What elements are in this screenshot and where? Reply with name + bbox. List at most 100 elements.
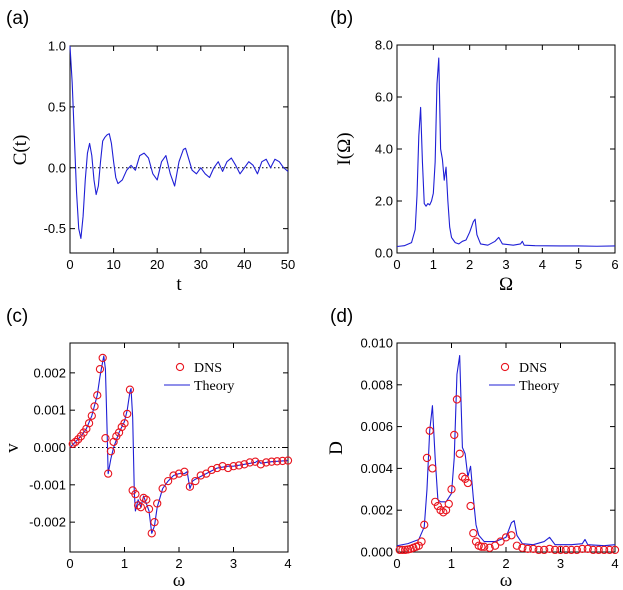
data-point (436, 506, 445, 515)
data-point (444, 499, 453, 509)
plot-frame (396, 44, 616, 254)
data-point (207, 465, 216, 475)
data-point (534, 545, 543, 555)
y-tick-label: 0.000 (360, 545, 393, 560)
data-point (469, 529, 478, 538)
data-point (518, 543, 527, 552)
data-point (125, 385, 135, 394)
data-point (605, 545, 614, 555)
x-tick-label: 3 (230, 556, 237, 571)
x-tick-label: 10 (106, 257, 120, 272)
legend-box (156, 354, 268, 398)
data-point (452, 395, 462, 404)
data-point (93, 391, 102, 400)
data-point (87, 411, 96, 420)
data-point (212, 463, 222, 473)
y-axis-label: C(t) (10, 135, 31, 166)
x-tick-label: 4 (611, 556, 618, 571)
y-tick-label: 0.002 (360, 503, 393, 518)
y-tick-label: -0.5 (44, 221, 66, 236)
data-point (169, 471, 178, 480)
y-tick-label: 8.0 (375, 38, 393, 53)
panel-c: (c) ω v 0 1 2 3 4 -0.002 -0.001 0.000 0.001 0.002… (2, 306, 293, 590)
data-point (98, 353, 107, 363)
data-point (477, 542, 486, 551)
data-point (496, 537, 505, 546)
x-tick-label: 50 (281, 257, 295, 272)
x-axis-label: t (176, 274, 182, 295)
data-point (450, 430, 459, 440)
data-point (196, 471, 205, 480)
data-point (106, 447, 116, 456)
x-tick-label: 1 (430, 257, 437, 272)
data-point (430, 497, 440, 506)
data-point (163, 476, 173, 486)
x-tick-label: 3 (557, 556, 564, 571)
data-point (234, 461, 244, 470)
data-point (458, 472, 467, 481)
x-tick-label: 30 (194, 257, 208, 272)
data-point (256, 460, 265, 469)
x-tick-label: 40 (237, 257, 251, 272)
data-point (267, 457, 276, 466)
data-point (567, 545, 576, 555)
y-tick-label: 0.008 (360, 377, 393, 392)
y-tick-label: 0.004 (360, 461, 393, 476)
data-point (174, 469, 184, 478)
y-tick-label: 1.0 (48, 39, 66, 54)
data-point (150, 517, 159, 527)
legend-label-theory: Theory (519, 379, 559, 394)
data-point (463, 478, 472, 488)
x-axis-label: ω (500, 570, 513, 590)
data-point (240, 460, 249, 469)
data-point (420, 520, 429, 529)
data-point (191, 476, 200, 486)
data-point (561, 545, 571, 555)
x-tick-label: 2 (175, 556, 182, 571)
data-point (395, 545, 404, 555)
y-tick-label: -0.001 (29, 477, 66, 492)
data-point (104, 469, 113, 478)
panel-label: (a) (6, 8, 29, 29)
y-tick-label: -0.002 (29, 515, 66, 530)
data-point (572, 545, 581, 555)
y-tick-label: 0.0 (48, 160, 66, 175)
data-point (401, 545, 410, 555)
data-point (433, 501, 443, 511)
data-point (490, 541, 500, 550)
x-tick-label: 0 (393, 257, 400, 272)
panel-label: (b) (330, 8, 353, 29)
data-point (131, 489, 140, 499)
panel-d: (d) ω D 0 1 2 3 4 0.000 0.002 0.004 0.006 0.008 0.… (326, 306, 620, 590)
x-axis-label: Ω (499, 274, 513, 295)
panel-a: (a) t C(t) 0 10 20 30 40 50 -0.5 0.0 0.5 1.0 (6, 8, 295, 295)
data-point (599, 545, 609, 555)
x-tick-label: 20 (150, 257, 164, 272)
data-point (422, 453, 432, 463)
data-point (278, 456, 287, 466)
x-tick-label: 0 (393, 556, 400, 571)
data-point (202, 469, 211, 478)
x-tick-label: 1 (448, 556, 455, 571)
x-tick-label: 4 (539, 257, 546, 272)
y-axis-label: I(Ω) (334, 132, 355, 165)
legend-marker-dns (500, 362, 510, 372)
x-tick-label: 5 (575, 257, 582, 272)
data-point (540, 545, 549, 555)
y-tick-label: 4.0 (375, 142, 393, 157)
data-point (414, 541, 423, 550)
series-line-theory (396, 354, 616, 547)
data-point (245, 458, 254, 467)
data-point (428, 464, 437, 473)
data-point (480, 542, 489, 551)
data-point (485, 543, 494, 552)
y-tick-label: 0.001 (33, 403, 66, 418)
y-tick-label: 0.0 (375, 246, 393, 261)
data-point (136, 503, 145, 512)
y-tick-label: 0.010 (360, 336, 393, 351)
data-point (218, 462, 227, 471)
data-point (144, 504, 154, 514)
data-point (439, 508, 448, 517)
data-point (158, 484, 167, 493)
x-tick-label: 0 (66, 556, 73, 571)
